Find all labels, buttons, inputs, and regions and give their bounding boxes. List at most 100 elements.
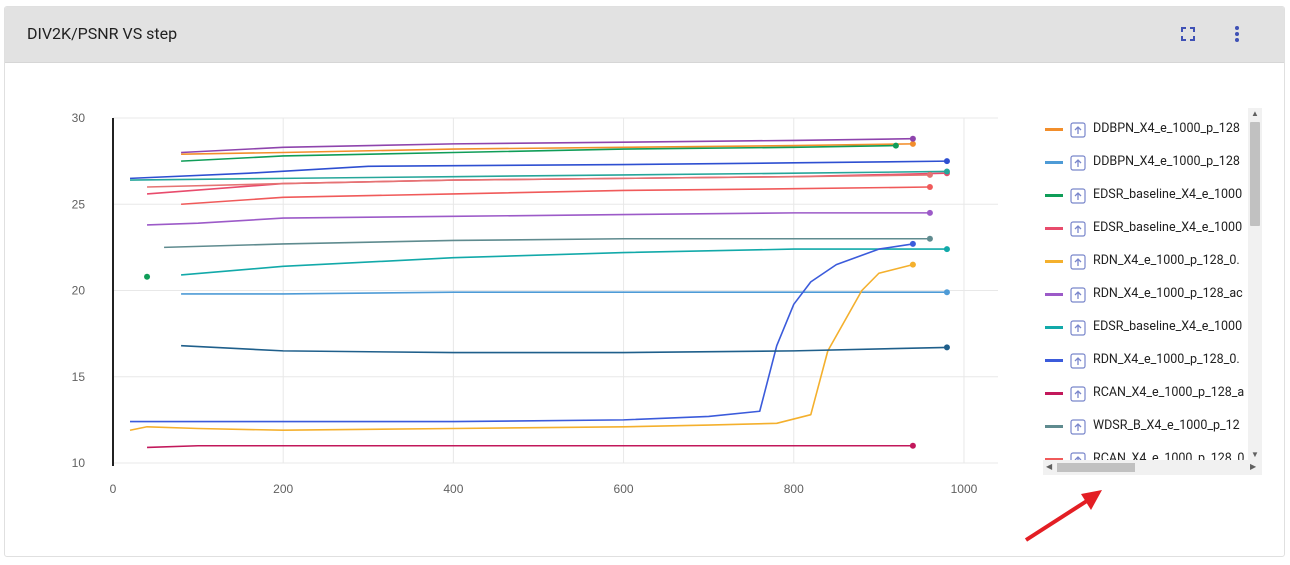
legend-swatch — [1045, 425, 1063, 428]
legend-label: RDN_X4_e_1000_p_128_ac — [1093, 286, 1243, 301]
legend-label: WDSR_B_X4_e_1000_p_12 — [1093, 418, 1240, 433]
series-line-5 — [129, 263, 914, 432]
legend-item[interactable]: DDBPN_X4_e_1000_p_128 — [1043, 153, 1248, 173]
legend-item[interactable]: WDSR_B_X4_e_1000_p_12 — [1043, 417, 1248, 437]
legend-item[interactable]: RDN_X4_e_1000_p_128_ac — [1043, 285, 1248, 305]
series-line-1 — [181, 143, 913, 156]
y-tick-label: 30 — [72, 111, 86, 125]
legend: DDBPN_X4_e_1000_p_128 DDBPN_X4_e_1000_p_1… — [1043, 108, 1248, 460]
y-tick-label: 10 — [72, 456, 86, 470]
upload-run-icon — [1070, 287, 1086, 303]
series-line-14 — [129, 160, 947, 180]
legend-item[interactable]: RDN_X4_e_1000_p_128_0. — [1043, 351, 1248, 371]
upload-run-icon — [1070, 320, 1086, 336]
upload-run-icon — [1070, 254, 1086, 270]
series-line-7 — [181, 248, 947, 276]
legend-item[interactable]: RDN_X4_e_1000_p_128_0. — [1043, 252, 1248, 272]
legend-swatch — [1045, 227, 1063, 230]
series-endpoint-6 — [926, 209, 933, 216]
more-vert-icon — [1235, 26, 1239, 42]
legend-label: EDSR_baseline_X4_e_1000 — [1093, 220, 1243, 235]
legend-swatch — [1045, 293, 1063, 296]
series-line-8 — [130, 243, 914, 423]
legend-label: DDBPN_X4_e_1000_p_128 — [1093, 121, 1240, 136]
series-line-11 — [181, 186, 930, 206]
x-tick-label: 200 — [273, 482, 293, 496]
upload-run-icon — [1070, 353, 1086, 369]
legend-item[interactable]: EDSR_baseline_X4_e_1000 — [1043, 219, 1248, 239]
legend-label: DDBPN_X4_e_1000_p_128 — [1093, 154, 1240, 169]
legend-horizontal-scrollbar[interactable]: ◀ ▶ — [1043, 460, 1262, 475]
series-endpoint-12 — [943, 344, 950, 351]
upload-run-icon — [1070, 452, 1086, 460]
legend-label: EDSR_baseline_X4_e_1000 — [1093, 319, 1243, 334]
y-tick-label: 15 — [72, 370, 86, 384]
legend-label: RCAN_X4_e_1000_p_128_a — [1093, 385, 1245, 400]
series-endpoint-13 — [909, 135, 916, 142]
series-line-9 — [147, 444, 913, 449]
series-endpoint-2 — [943, 289, 950, 296]
x-tick-label: 1000 — [951, 482, 978, 496]
series-line-15 — [130, 170, 947, 181]
isolated-point-1 — [144, 273, 151, 280]
upload-run-icon — [1070, 419, 1086, 435]
fullscreen-button[interactable] — [1176, 22, 1200, 46]
legend-item[interactable]: RCAN_X4_e_1000_p_128_a — [1043, 384, 1248, 404]
series-endpoint-8 — [909, 240, 916, 247]
series-endpoint-3 — [892, 142, 899, 149]
line-chart[interactable]: 10 15 20 25 30 0 200 400 600 800 1000 — [0, 0, 1040, 510]
scroll-left-icon[interactable]: ◀ — [1046, 462, 1053, 471]
legend-label: RDN_X4_e_1000_p_128_0. — [1093, 352, 1240, 367]
x-tick-label: 800 — [784, 482, 804, 496]
y-tick-label: 20 — [72, 284, 86, 298]
legend-swatch — [1045, 326, 1063, 329]
series-endpoint-1 — [909, 140, 916, 147]
legend-label: RCAN_X4_e_1000_p_128_0 — [1093, 451, 1245, 460]
series-line-16 — [147, 174, 930, 188]
legend-item[interactable]: EDSR_baseline_X4_e_1000 — [1043, 186, 1248, 206]
fullscreen-icon — [1181, 27, 1195, 41]
series-line-10 — [164, 237, 930, 249]
series-endpoint-5 — [909, 261, 916, 268]
legend-swatch — [1045, 458, 1063, 460]
chart-title: DIV2K/PSNR VS step — [27, 24, 178, 43]
scroll-up-icon[interactable]: ▲ — [1251, 109, 1259, 118]
series-endpoint-11 — [926, 184, 933, 190]
series-endpoint-9 — [909, 442, 916, 449]
scroll-right-icon[interactable]: ▶ — [1250, 462, 1257, 471]
legend-item[interactable]: DDBPN_X4_e_1000_p_128 — [1043, 120, 1248, 140]
upload-run-icon — [1070, 188, 1086, 204]
legend-horizontal-scroll-thumb[interactable] — [1057, 463, 1135, 472]
upload-run-icon — [1070, 155, 1086, 171]
legend-vertical-scroll-thumb[interactable] — [1250, 122, 1260, 226]
scroll-down-icon[interactable]: ▼ — [1251, 450, 1259, 459]
legend-swatch — [1045, 359, 1063, 362]
series-endpoint-15 — [943, 168, 950, 175]
legend-item[interactable]: RCAN_X4_e_1000_p_128_0 — [1043, 450, 1248, 460]
series-endpoint-16 — [926, 171, 933, 178]
y-tick-label: 25 — [72, 197, 86, 211]
series-endpoint-14 — [943, 158, 950, 165]
legend-swatch — [1045, 128, 1063, 131]
legend-item[interactable]: EDSR_baseline_X4_e_1000 — [1043, 318, 1248, 338]
series-endpoint-10 — [926, 235, 933, 242]
card-header: DIV2K/PSNR VS step — [5, 7, 1284, 63]
legend-swatch — [1045, 194, 1063, 197]
upload-run-icon — [1070, 386, 1086, 402]
upload-run-icon — [1070, 122, 1086, 138]
x-tick-label: 600 — [614, 482, 634, 496]
upload-run-icon — [1070, 221, 1086, 237]
more-options-button[interactable] — [1225, 22, 1249, 46]
x-tick-label: 400 — [443, 482, 463, 496]
legend-label: RDN_X4_e_1000_p_128_0. — [1093, 253, 1240, 268]
series-endpoint-7 — [943, 246, 950, 253]
legend-swatch — [1045, 392, 1063, 395]
chart-card: DIV2K/PSNR VS step — [4, 6, 1285, 557]
series-line-2 — [181, 291, 947, 295]
legend-vertical-scrollbar[interactable]: ▲ ▼ — [1248, 108, 1262, 460]
legend-swatch — [1045, 161, 1063, 164]
legend-swatch — [1045, 260, 1063, 263]
series-line-3 — [181, 144, 896, 162]
series-line-6 — [147, 212, 930, 226]
series-line-13 — [181, 137, 913, 154]
